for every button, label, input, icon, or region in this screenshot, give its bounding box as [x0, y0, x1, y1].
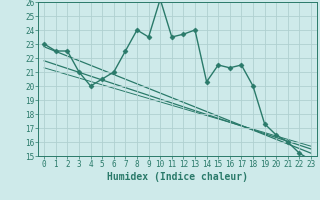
X-axis label: Humidex (Indice chaleur): Humidex (Indice chaleur): [107, 172, 248, 182]
